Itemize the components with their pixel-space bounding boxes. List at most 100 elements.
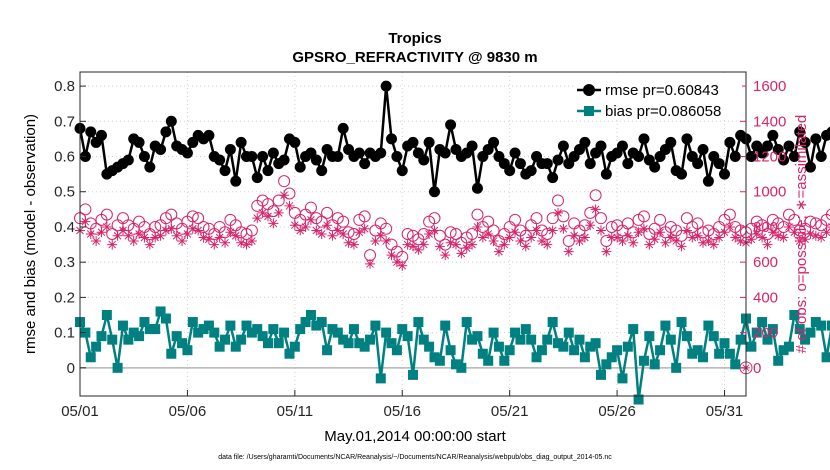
rmse-point	[230, 175, 242, 187]
assimilated-obs-point	[268, 218, 279, 229]
assimilated-obs-point	[144, 239, 155, 250]
bias-point	[638, 355, 649, 366]
bias-point	[767, 324, 778, 335]
possible-obs-point	[552, 194, 565, 207]
assimilated-obs-point	[757, 232, 768, 243]
assimilated-obs-point	[332, 225, 343, 236]
bias-point	[757, 317, 768, 328]
bias-point	[311, 320, 322, 331]
assimilated-obs-point	[434, 241, 445, 252]
bias-point	[348, 324, 359, 335]
possible-obs-point	[675, 229, 688, 242]
bias-point	[547, 317, 558, 328]
assimilated-obs-point	[177, 236, 188, 247]
assimilated-obs-point	[638, 223, 649, 234]
assimilated-obs-point	[225, 227, 236, 238]
assimilated-obs-point	[322, 220, 333, 231]
assimilated-obs-point	[800, 234, 811, 245]
bias-point	[569, 345, 580, 356]
bias-point	[220, 334, 231, 345]
rmse-point	[504, 165, 516, 177]
bias-point	[504, 345, 515, 356]
possible-obs-point	[165, 208, 178, 221]
assimilated-obs-point	[520, 241, 531, 252]
bias-point	[257, 331, 268, 342]
x-axis-label: May.01,2014 00:00:00 start	[324, 428, 506, 445]
bias-point	[402, 331, 413, 342]
bias-point	[225, 320, 236, 331]
possible-obs-point	[100, 208, 113, 221]
rmse-point	[396, 165, 408, 177]
assimilated-obs-point	[499, 239, 510, 250]
bias-point	[590, 338, 601, 349]
y-left-tick-label: 0.1	[54, 325, 75, 342]
bias-point	[273, 338, 284, 349]
assimilated-obs-point	[80, 216, 91, 227]
possible-obs-point	[433, 229, 446, 242]
rmse-point	[745, 151, 757, 163]
bias-point	[644, 331, 655, 342]
y-left-tick-label: 0.7	[54, 113, 75, 130]
bias-point	[144, 324, 155, 335]
assimilated-obs-point	[182, 229, 193, 239]
bias-point	[493, 341, 504, 352]
assimilated-obs-point	[160, 225, 171, 236]
assimilated-obs-point	[671, 236, 682, 247]
bias-point	[612, 345, 623, 356]
bias-point	[107, 334, 118, 345]
chart-subtitle: GPSRO_REFRACTIVITY @ 9830 m	[292, 49, 537, 66]
assimilated-obs-point	[665, 232, 676, 243]
x-tick-label: 05/26	[598, 403, 636, 420]
rmse-point	[665, 136, 677, 148]
assimilated-obs-point	[477, 232, 488, 243]
bias-point	[295, 324, 306, 335]
bias-point	[751, 327, 762, 338]
rmse-point	[826, 126, 830, 138]
rmse-point	[235, 136, 247, 148]
assimilated-obs-point	[789, 227, 800, 238]
assimilated-obs-point	[445, 237, 456, 248]
bias-point	[789, 310, 800, 320]
rmse-point	[310, 154, 322, 166]
assimilated-obs-point	[558, 223, 569, 234]
assimilated-obs-point	[214, 232, 225, 243]
bias-point	[139, 317, 150, 328]
assimilated-obs-point	[365, 258, 376, 269]
bias-point	[585, 341, 596, 352]
assimilated-obs-point	[171, 230, 182, 241]
bias-point	[762, 334, 773, 345]
assimilated-obs-point	[794, 236, 805, 247]
y-left-tick-label: 0.2	[54, 289, 75, 306]
assimilated-obs-point	[569, 230, 580, 241]
bias-point	[520, 324, 531, 335]
assimilated-obs-point	[810, 230, 821, 241]
assimilated-obs-point	[220, 237, 231, 248]
bias-point	[117, 320, 128, 331]
rmse-point	[316, 165, 328, 177]
rmse-point	[122, 154, 134, 166]
assimilated-obs-point	[767, 227, 778, 238]
bias-point	[187, 317, 198, 328]
bias-point	[343, 338, 354, 349]
bias-point	[483, 355, 494, 366]
bias-point	[397, 324, 408, 335]
rmse-point	[584, 158, 596, 170]
bias-point	[499, 355, 510, 366]
y-right-tick-label: 1200	[753, 149, 786, 166]
bias-point	[467, 334, 478, 345]
rmse-point	[552, 154, 564, 166]
rmse-point	[557, 140, 569, 152]
bias-point	[622, 341, 633, 352]
y-axis-right: 0 200 400 600 800 1000 1200 1400 1600	[740, 78, 786, 377]
bias-point	[746, 341, 757, 352]
rmse-point	[783, 140, 795, 152]
possible-obs-point	[358, 210, 371, 223]
bias-point	[166, 348, 177, 359]
rmse-point	[729, 151, 741, 163]
bias-point	[160, 313, 171, 324]
rmse-point	[638, 133, 650, 145]
assimilated-obs-point	[778, 232, 789, 243]
assimilated-obs-point	[735, 236, 746, 247]
bias-point	[391, 345, 402, 356]
bias-point	[665, 334, 676, 345]
